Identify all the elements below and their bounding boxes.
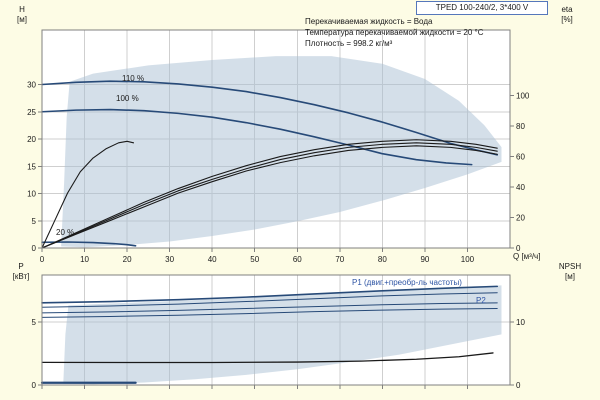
curve-label-p1: P1 (двиг.+преобр-ль частоты) <box>352 278 462 287</box>
curve-p1-nominal <box>41 292 498 308</box>
h-axis-name: H <box>19 5 25 14</box>
tick-label-right: 10 <box>516 318 525 327</box>
p-axis-unit: [кВт] <box>12 272 30 281</box>
npsh-axis-unit: [м] <box>565 272 575 281</box>
tick-label-left: 0 <box>32 244 37 253</box>
tick-label-left: 10 <box>27 190 36 199</box>
tick-label-right: 60 <box>516 153 525 162</box>
curve-label-100pct: 100 % <box>116 94 139 103</box>
tick-label-x: 40 <box>208 255 217 264</box>
tick-label-right: 0 <box>516 244 521 253</box>
fluid-info-line: Температура перекачиваемой жидкости = 20… <box>305 28 484 37</box>
tick-label-x: 10 <box>80 255 89 264</box>
tick-label-left: 20 <box>27 135 36 144</box>
tick-label-right: 100 <box>516 92 530 101</box>
curve-eta-min-speed <box>41 140 135 249</box>
p-axis-label: P [кВт] <box>4 262 38 282</box>
fluid-info-line: Плотность = 998.2 кг/м³ <box>305 39 393 48</box>
q-axis-label: Q [м³/ч] <box>513 252 541 261</box>
tick-label-x: 100 <box>461 255 475 264</box>
h-axis-label: H [м] <box>8 5 36 25</box>
curve-speed-110-pct <box>41 80 499 156</box>
curve-p2-nominal <box>41 308 498 318</box>
npsh-axis-name: NPSH <box>558 262 582 271</box>
plot-border <box>41 274 511 386</box>
tick-label-left: 30 <box>27 81 36 90</box>
tick-label-x: 90 <box>420 255 429 264</box>
tick-label-right: 0 <box>516 381 521 390</box>
operating-range-band <box>61 56 502 248</box>
eta-axis-unit: [%] <box>561 15 573 24</box>
curve-label-p2: P2 <box>476 296 486 305</box>
curve-eta-total <box>41 145 498 249</box>
tick-label-x: 0 <box>40 255 45 264</box>
tick-label-left: 15 <box>27 162 36 171</box>
pump-type-label: TPED 100-240/2, 3*400 V <box>416 1 548 15</box>
tick-label-right: 80 <box>516 122 525 131</box>
tick-label-x: 50 <box>250 255 259 264</box>
fluid-info-line: Перекачиваемая жидкость = Вода <box>305 17 433 26</box>
curve-npsh <box>41 352 494 364</box>
tick-label-x: 30 <box>165 255 174 264</box>
curve-speed-20-pct <box>41 241 137 247</box>
tick-label-left: 0 <box>32 381 37 390</box>
curve-p1-max <box>41 285 499 304</box>
npsh-axis-label: NPSH [м] <box>546 262 594 282</box>
p-axis-name: P <box>18 262 24 271</box>
curve-p2-max <box>41 302 498 314</box>
curve-speed-100-pct <box>41 108 473 166</box>
curve-label-110pct: 110 % <box>122 74 145 83</box>
tick-label-left: 5 <box>32 217 37 226</box>
h-axis-unit: [м] <box>17 15 27 24</box>
curve-label-20pct: 20 % <box>56 228 75 237</box>
tick-label-right: 40 <box>516 183 525 192</box>
eta-axis-name: eta <box>561 5 573 14</box>
tick-label-left: 5 <box>32 318 37 327</box>
tick-label-left: 25 <box>27 108 36 117</box>
tick-label-x: 70 <box>335 255 344 264</box>
tick-label-x: 20 <box>123 255 132 264</box>
curve-eta-pump <box>41 139 498 249</box>
eta-axis-label: eta [%] <box>549 5 585 25</box>
fluid-info: Перекачиваемая жидкость = Вода Температу… <box>305 16 484 49</box>
tick-label-x: 60 <box>293 255 302 264</box>
tick-label-right: 20 <box>516 214 525 223</box>
curve-eta-mid <box>41 142 498 249</box>
tick-label-x: 80 <box>378 255 387 264</box>
